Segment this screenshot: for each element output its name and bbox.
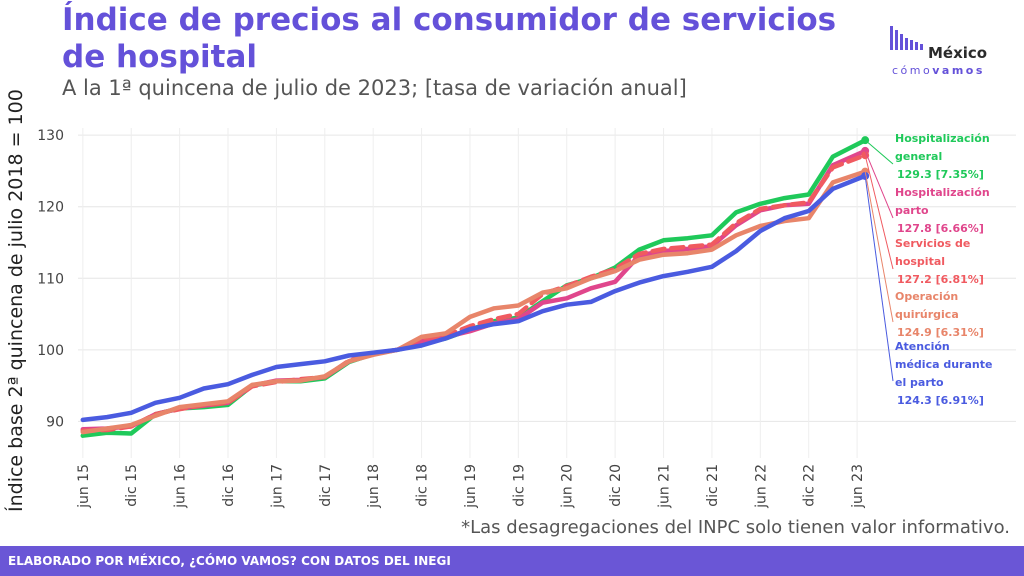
- footer-bar: ELABORADO POR MÉXICO, ¿CÓMO VAMOS? CON D…: [0, 546, 1024, 576]
- x-tick-label: dic 16: [221, 464, 237, 507]
- y-tick-label: 100: [37, 343, 64, 359]
- x-tick-label: dic 21: [705, 464, 721, 507]
- x-tick-label: dic 20: [608, 464, 624, 507]
- logo-word: México: [928, 44, 988, 62]
- y-tick-label: 130: [37, 128, 64, 144]
- annotation-leader: [864, 175, 894, 382]
- annotation-label: Operación: [895, 290, 958, 303]
- x-tick-label: jun 15: [76, 464, 92, 509]
- logo-bars-icon: [890, 26, 923, 50]
- x-tick-label: dic 19: [511, 464, 527, 507]
- annotation-label: general: [895, 150, 942, 163]
- y-ticks: 90 100 110 120 130: [37, 128, 64, 430]
- annotation-label: 129.3 [7.35%]: [897, 168, 984, 181]
- annotation-label: parto: [895, 204, 929, 217]
- annotation-leader: [864, 155, 894, 270]
- x-tick-label: jun 19: [463, 464, 479, 509]
- series-line: [80, 169, 868, 435]
- annotation-label: médica durante: [895, 358, 992, 371]
- chart-title: Índice de precios al consumidor de servi…: [62, 2, 837, 75]
- footer-text: ELABORADO POR MÉXICO, ¿CÓMO VAMOS? CON D…: [8, 554, 451, 568]
- x-tick-label: jun 16: [173, 464, 189, 509]
- annotation-label: hospital: [895, 255, 945, 268]
- x-tick-label: jun 21: [657, 464, 673, 509]
- x-tick-label: dic 22: [802, 464, 818, 507]
- y-tick-label: 120: [37, 200, 64, 216]
- logo: México cómovamos: [888, 24, 1006, 84]
- logo-sub-a: cómo: [892, 64, 933, 77]
- series-line: [80, 148, 868, 432]
- x-tick-label: jun 20: [560, 464, 576, 509]
- x-tick-label: dic 18: [415, 464, 431, 507]
- annotation-label: Atención: [895, 340, 950, 353]
- x-tick-label: dic 17: [318, 464, 334, 507]
- annotation-label: 124.3 [6.91%]: [897, 394, 984, 407]
- y-tick-label: 110: [37, 271, 64, 287]
- y-tick-label: 90: [46, 414, 64, 430]
- annotation-leader: [864, 171, 894, 323]
- logo-sub-b: vamos: [932, 64, 985, 77]
- footnote: *Las desagregaciones del INPC solo tiene…: [461, 517, 1010, 538]
- x-tick-label: jun 23: [850, 464, 866, 509]
- x-tick-label: jun 17: [269, 464, 285, 509]
- annotation-label: Servicios de: [895, 237, 970, 250]
- annotation-label: quirúrgica: [895, 308, 959, 321]
- annotation-leader: [864, 150, 894, 219]
- annotation-label: el parto: [895, 376, 944, 389]
- x-ticks: jun 15 dic 15 jun 16 dic 16 jun 17 dic 17 jun …: [76, 464, 866, 509]
- grid: [78, 128, 1016, 458]
- x-tick-label: dic 15: [124, 464, 140, 507]
- logo-subtext: cómovamos: [892, 64, 985, 77]
- x-tick-label: jun 22: [753, 464, 769, 509]
- annotation-label: 127.8 [6.66%]: [897, 222, 984, 235]
- annotation-leader: [864, 139, 894, 165]
- series-lines: [80, 136, 870, 438]
- annotation-label: Hospitalización: [895, 132, 990, 145]
- series-line: [80, 173, 868, 423]
- x-tick-label: jun 18: [366, 464, 382, 509]
- annotation-label: Hospitalización: [895, 186, 990, 199]
- annotation-label: 124.9 [6.31%]: [897, 326, 984, 339]
- y-axis-label: Índice base 2ª quincena de julio 2018 = …: [4, 89, 27, 512]
- annotation-label: 127.2 [6.81%]: [897, 273, 984, 286]
- chart-subtitle: A la 1ª quincena de julio de 2023; [tasa…: [62, 76, 687, 100]
- annotations: Hospitalización general 129.3 [7.35%] Hospi…: [864, 132, 992, 407]
